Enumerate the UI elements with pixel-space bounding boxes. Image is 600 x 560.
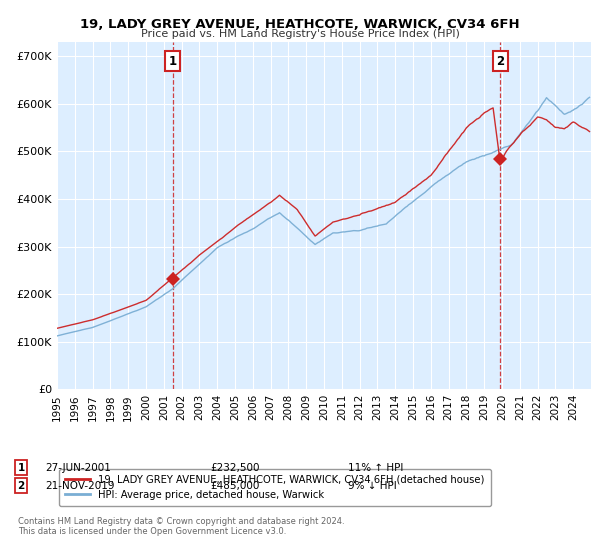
Text: 19, LADY GREY AVENUE, HEATHCOTE, WARWICK, CV34 6FH: 19, LADY GREY AVENUE, HEATHCOTE, WARWICK… bbox=[80, 18, 520, 31]
Text: 21-NOV-2019: 21-NOV-2019 bbox=[45, 480, 115, 491]
Text: 11% ↑ HPI: 11% ↑ HPI bbox=[348, 463, 403, 473]
Text: 9% ↓ HPI: 9% ↓ HPI bbox=[348, 480, 397, 491]
Text: 2: 2 bbox=[496, 54, 504, 68]
Text: £232,500: £232,500 bbox=[210, 463, 260, 473]
Text: Price paid vs. HM Land Registry's House Price Index (HPI): Price paid vs. HM Land Registry's House … bbox=[140, 29, 460, 39]
Text: 1: 1 bbox=[169, 54, 177, 68]
Text: Contains HM Land Registry data © Crown copyright and database right 2024.: Contains HM Land Registry data © Crown c… bbox=[18, 517, 344, 526]
Text: 2: 2 bbox=[17, 480, 25, 491]
Text: 27-JUN-2001: 27-JUN-2001 bbox=[45, 463, 111, 473]
Text: This data is licensed under the Open Government Licence v3.0.: This data is licensed under the Open Gov… bbox=[18, 528, 286, 536]
Legend: 19, LADY GREY AVENUE, HEATHCOTE, WARWICK, CV34 6FH (detached house), HPI: Averag: 19, LADY GREY AVENUE, HEATHCOTE, WARWICK… bbox=[59, 469, 491, 506]
Text: £485,000: £485,000 bbox=[210, 480, 259, 491]
Text: 1: 1 bbox=[17, 463, 25, 473]
